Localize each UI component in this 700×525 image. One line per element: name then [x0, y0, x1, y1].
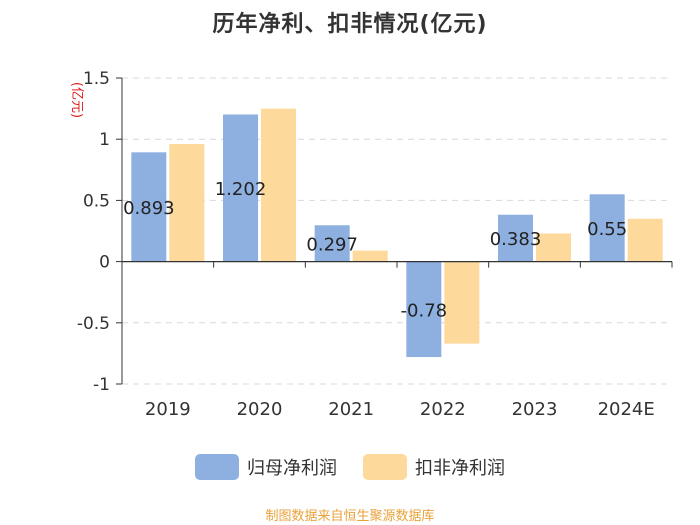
bar-net-profit-2022 [406, 261, 442, 358]
data-label-2020: 1.202 [215, 179, 267, 200]
legend-item-deducted-profit[interactable]: 扣非净利润 [363, 454, 505, 480]
x-tick-label-2020: 2020 [237, 399, 283, 420]
x-tick-label-2023: 2023 [512, 399, 558, 420]
bar-net-profit-2024E [589, 194, 625, 262]
data-label-2022: -0.78 [401, 300, 448, 321]
bar-deducted-profit-2024E [627, 218, 663, 262]
bar-deducted-profit-2022 [444, 261, 480, 344]
x-tick-label-2021: 2021 [328, 399, 374, 420]
y-tick-label-4: -0.5 [77, 314, 110, 334]
bar-deducted-profit-2019 [169, 144, 205, 262]
bar-net-profit-2023 [498, 214, 533, 262]
y-tick-label-3: 0 [99, 253, 110, 273]
data-label-2019: 0.893 [123, 198, 175, 219]
bar-deducted-profit-2021 [352, 250, 388, 262]
chart-title: 历年净利、扣非情况(亿元) [212, 12, 488, 37]
y-tick-label-0: 1.5 [83, 69, 110, 89]
y-tick-label-5: -1 [93, 375, 110, 395]
legend-swatch-net-profit [195, 454, 239, 480]
legend-swatch-deducted-profit [363, 454, 407, 480]
bar-deducted-profit-2023 [536, 233, 571, 262]
x-tick-label-2024E: 2024E [598, 399, 655, 420]
bar-net-profit-2021 [314, 225, 350, 262]
bar-net-profit-2020 [223, 114, 258, 262]
x-tick-label-2022: 2022 [420, 399, 466, 420]
x-tick-label-2019: 2019 [145, 399, 191, 420]
data-label-2023: 0.383 [490, 229, 542, 250]
bar-net-profit-2019 [131, 152, 167, 262]
legend-item-net-profit[interactable]: 归母净利润 [195, 454, 337, 480]
y-tick-label-1: 1 [99, 130, 110, 150]
bar-deducted-profit-2020 [261, 108, 296, 262]
legend-label-net-profit: 归母净利润 [247, 458, 337, 479]
data-label-2021: 0.297 [306, 234, 358, 255]
y-tick-label-2: 0.5 [83, 191, 110, 211]
legend-label-deducted-profit: 扣非净利润 [415, 458, 505, 479]
y-axis-title: (亿元) [69, 82, 84, 118]
legend: 归母净利润 扣非净利润 [0, 454, 700, 480]
data-label-2024E: 0.55 [587, 219, 627, 240]
source-footer: 制图数据来自恒生聚源数据库 [265, 509, 435, 524]
